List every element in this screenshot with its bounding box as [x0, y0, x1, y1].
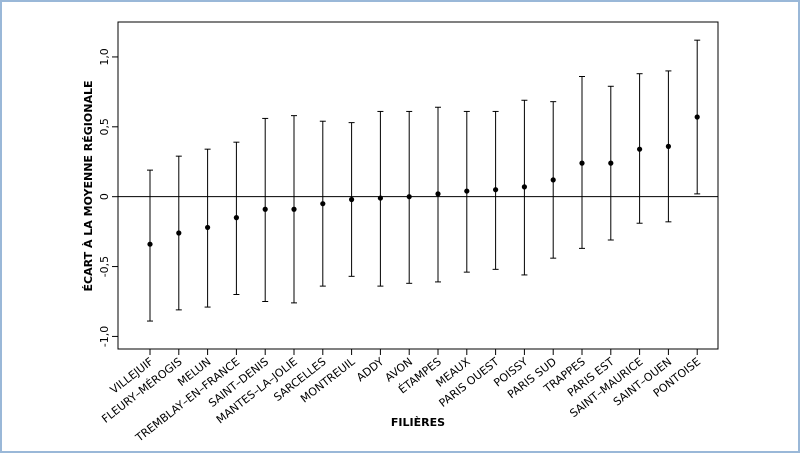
point	[579, 160, 585, 166]
point	[521, 184, 528, 190]
point	[435, 191, 441, 197]
point	[262, 206, 268, 212]
point	[665, 143, 672, 149]
point	[608, 160, 614, 166]
point	[406, 194, 412, 200]
y-tick-label: 1,0	[98, 48, 111, 66]
y-tick-label: 0,5	[98, 118, 111, 136]
point	[550, 177, 556, 183]
y-axis-label: ÉCART À LA MOYENNE RÉGIONALE	[82, 81, 95, 292]
point	[205, 224, 211, 231]
point	[320, 201, 326, 207]
point	[176, 230, 182, 236]
point	[233, 215, 239, 221]
point	[349, 196, 355, 203]
point	[464, 188, 470, 194]
point	[377, 195, 383, 201]
point	[493, 187, 499, 193]
point	[637, 146, 643, 152]
x-axis-label: FILIÈRES	[391, 416, 445, 429]
plot-box	[117, 21, 719, 350]
point	[291, 206, 297, 212]
y-tick-label: -1,0	[98, 326, 111, 347]
point	[147, 241, 153, 247]
y-tick-label: -0,5	[98, 256, 111, 277]
point	[694, 114, 700, 120]
y-tick-label: 0	[98, 193, 111, 200]
